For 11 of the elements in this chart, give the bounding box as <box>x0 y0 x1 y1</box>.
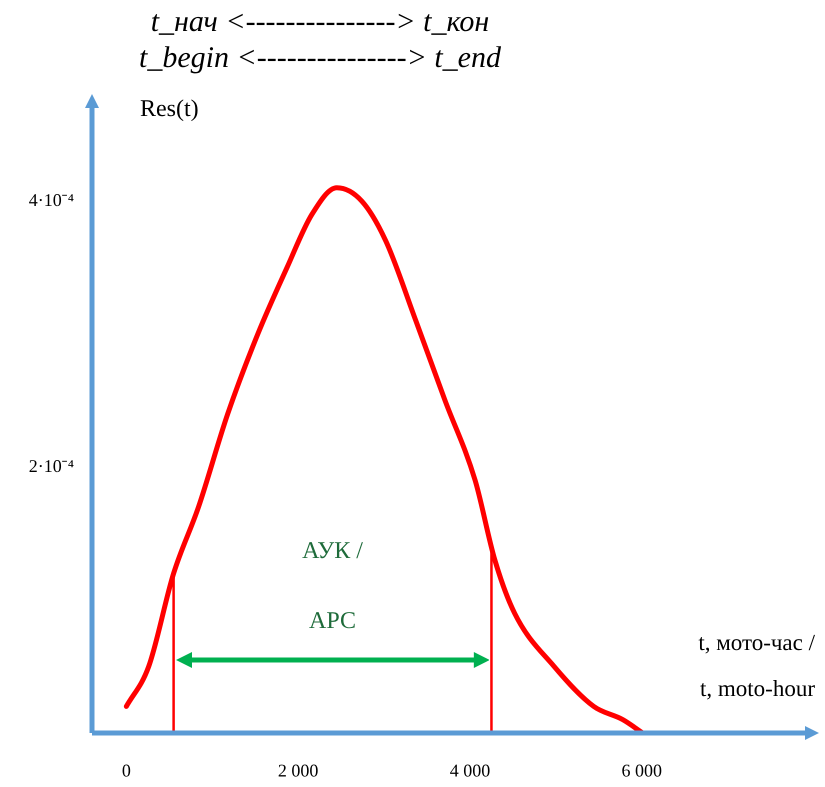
x-tick-label: 4 000 <box>450 760 490 781</box>
y-axis-title: Res(t) <box>140 96 199 123</box>
y-tick-label: 4·10⁻⁴ <box>28 190 74 210</box>
x-axis-title: t, мото-час / t, moto-hour <box>697 629 815 703</box>
x-tick-label: 6 000 <box>622 760 662 781</box>
x-tick-label: 0 <box>122 760 131 781</box>
y-tick-label: 2·10⁻⁴ <box>28 456 74 476</box>
text: АУК / АРС <box>302 538 363 634</box>
chart-title: t_нач <---------------> t_кон <box>150 4 490 40</box>
x-tick-label: 2 000 <box>278 760 318 781</box>
chart-subtitle: t_begin <---------------> t_end <box>138 40 502 76</box>
